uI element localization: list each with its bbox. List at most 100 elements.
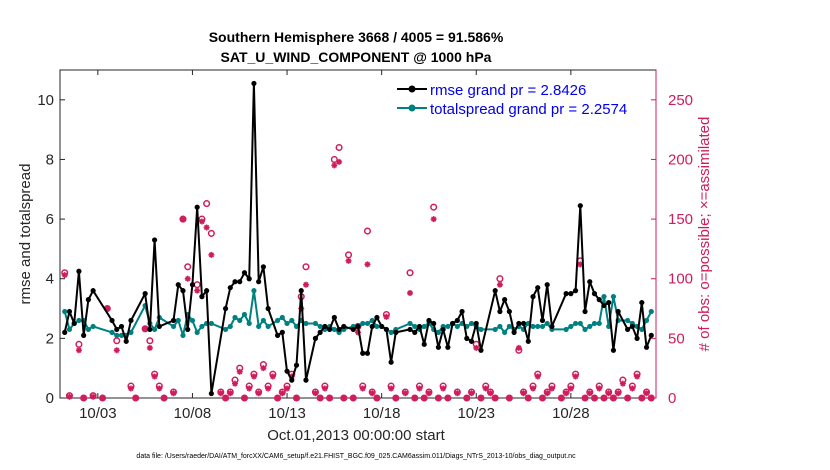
rmse-point: [497, 308, 503, 315]
obs-assimilated-marker: [222, 395, 229, 401]
chart-title-line-1: Southern Hemisphere 3668 / 4005 = 91.586…: [209, 29, 504, 45]
totalspread-point: [289, 317, 295, 324]
rmse-series-line: [63, 82, 653, 395]
obs-assimilated-marker: [170, 390, 177, 397]
obs-assimilated-marker: [416, 385, 423, 392]
legend-spread-marker: [408, 104, 416, 112]
totalspread-point: [544, 320, 550, 327]
obs-assimilated-marker: [572, 373, 579, 380]
totalspread-point: [407, 320, 413, 327]
obs-assimilated-marker: [629, 385, 636, 392]
totalspread-point: [312, 320, 319, 327]
totalspread-point: [497, 323, 503, 330]
rmse-point: [492, 288, 498, 294]
legend-rmse-marker: [408, 85, 416, 93]
obs-assimilated-marker: [336, 158, 343, 165]
rmse-point: [407, 326, 413, 333]
rmse-point: [426, 317, 432, 324]
obs-assimilated-marker: [75, 347, 82, 354]
obs-assimilated-marker: [274, 395, 281, 401]
rmse-point: [142, 291, 148, 297]
rmse-point: [265, 305, 271, 312]
totalspread-point: [227, 323, 233, 330]
totalspread-point: [284, 320, 290, 327]
rmse-point: [170, 317, 177, 324]
rmse-point: [109, 317, 115, 324]
totalspread-point: [568, 323, 574, 330]
y-left-tick-label: 10: [37, 92, 54, 109]
obs-assimilated-marker: [127, 385, 134, 392]
obs-assimilated-marker: [260, 365, 267, 372]
obs-assimilated-marker: [293, 395, 300, 401]
obs-assimilated-marker: [90, 393, 97, 400]
rmse-point: [289, 377, 295, 383]
obs-assimilated-marker: [520, 390, 527, 397]
obs-assimilated-marker: [227, 390, 234, 397]
obs-assimilated-marker: [312, 390, 319, 397]
obs-assimilated-marker: [269, 373, 276, 380]
rmse-point: [185, 326, 191, 333]
obs-assimilated-marker: [113, 347, 120, 354]
obs-assimilated-marker: [383, 313, 390, 320]
rmse-point: [393, 329, 399, 335]
obs-assimilated-marker: [619, 380, 626, 387]
rmse-point: [369, 323, 375, 330]
obs-assimilated-marker: [146, 344, 153, 351]
totalspread-point: [643, 317, 650, 324]
data-file-footer: data file: /Users/raeder/DAI/ATM_forcXX/…: [136, 453, 576, 460]
totalspread-point: [152, 326, 158, 333]
rmse-point: [473, 320, 479, 327]
obs-possible-marker: [203, 200, 211, 208]
rmse-point: [360, 350, 366, 356]
rmse-point: [204, 288, 210, 294]
rmse-point: [81, 332, 87, 338]
rmse-point: [525, 338, 531, 344]
obs-assimilated-marker: [241, 395, 248, 401]
rmse-point: [563, 291, 569, 297]
obs-assimilated-marker: [463, 395, 470, 401]
obs-assimilated-marker: [534, 373, 541, 380]
x-tick-label: 10/28: [552, 405, 590, 422]
totalspread-point: [388, 329, 394, 335]
rmse-point: [582, 308, 588, 315]
totalspread-point: [577, 320, 583, 327]
rmse-point: [601, 302, 607, 309]
rmse-point: [445, 344, 451, 350]
rmse-point: [85, 297, 91, 303]
obs-assimilated-marker: [161, 395, 168, 401]
series-lines: [62, 80, 654, 397]
rmse-point: [412, 329, 418, 335]
obs-assimilated-marker: [600, 395, 607, 401]
axes-ticks: 10/03 10/08 10/13 10/18 10/23 10/280246810050…: [37, 70, 693, 422]
rmse-point: [251, 80, 257, 87]
obs-assimilated-marker: [454, 390, 461, 397]
obs-possible-marker: [430, 203, 438, 211]
totalspread-point: [66, 326, 73, 333]
rmse-point: [147, 326, 153, 333]
totalspread-point: [199, 323, 205, 330]
obs-assimilated-marker: [610, 395, 617, 401]
rmse-point: [431, 320, 437, 327]
y-right-tick-label: 0: [668, 390, 676, 407]
obs-assimilated-marker: [487, 390, 494, 397]
y-axis-label-right: # of obs: o=possible; ×=assimilated: [696, 117, 713, 352]
totalspread-point: [265, 323, 271, 330]
rmse-point: [312, 335, 319, 341]
totalspread-point: [303, 320, 309, 327]
rmse-point: [303, 377, 309, 383]
totalspread-point: [241, 311, 248, 318]
rmse-point: [629, 323, 635, 330]
totalspread-point: [246, 320, 252, 327]
totalspread-point: [610, 294, 617, 300]
rmse-point: [634, 335, 640, 341]
totalspread-point: [591, 320, 598, 327]
totalspread-point: [256, 323, 262, 330]
plot-area-frame: [59, 69, 657, 399]
rmse-point: [90, 288, 96, 294]
totalspread-point: [468, 320, 475, 327]
rmse-point: [535, 285, 541, 291]
totalspread-point: [189, 317, 196, 324]
obs-assimilated-marker: [402, 390, 409, 397]
rmse-point: [511, 329, 517, 335]
totalspread-point: [445, 323, 451, 330]
